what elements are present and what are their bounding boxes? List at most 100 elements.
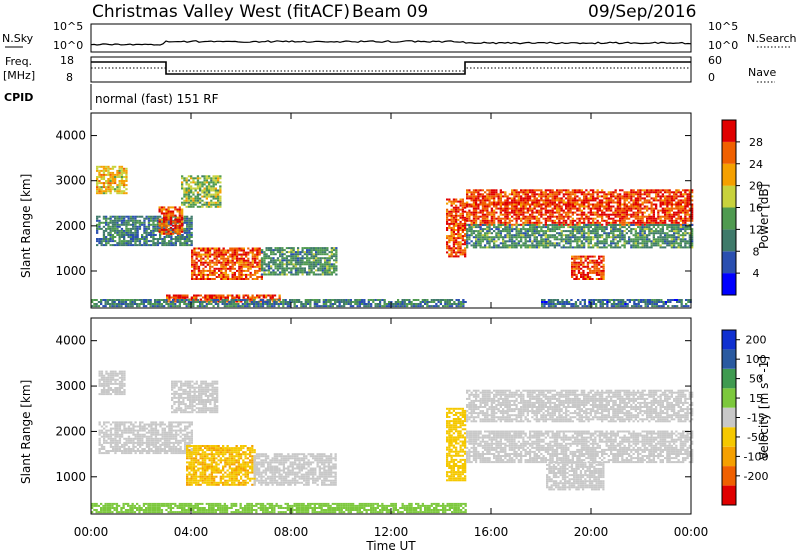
heatmap-cell [616, 201, 619, 204]
heatmap-cell [655, 228, 658, 231]
heatmap-cell [506, 221, 509, 224]
heatmap-cell [299, 257, 302, 260]
heatmap-cell [262, 305, 265, 308]
heatmap-cell [105, 229, 108, 232]
heatmap-cell [531, 242, 534, 245]
heatmap-cell [515, 244, 518, 247]
heatmap-cell [493, 236, 496, 239]
heatmap-cell [132, 223, 135, 226]
heatmap-cell [118, 180, 121, 182]
heatmap-cell [204, 261, 207, 264]
heatmap-cell [428, 301, 431, 303]
heatmap-cell [583, 201, 586, 204]
heatmap-cell [174, 222, 177, 225]
heatmap-cell [623, 213, 626, 216]
heatmap-cell [567, 205, 570, 208]
heatmap-cell [603, 238, 606, 241]
heatmap-cell [515, 234, 518, 237]
heatmap-cell [661, 221, 664, 224]
heatmap-cell [502, 246, 505, 249]
heatmap-cell [621, 195, 624, 198]
heatmap-cell [533, 217, 536, 220]
heatmap-cell [576, 246, 579, 249]
heatmap-cell [540, 228, 543, 231]
heatmap-cell [490, 197, 493, 200]
heatmap-cell [652, 219, 655, 222]
heatmap-cell [241, 299, 244, 301]
heatmap-cell [143, 244, 146, 247]
heatmap-cell [270, 267, 273, 270]
heatmap-cell [256, 251, 259, 254]
heatmap-cell [446, 208, 449, 211]
heatmap-cell [214, 301, 217, 303]
heatmap-cell [202, 253, 205, 256]
heatmap-cell [526, 228, 529, 231]
heatmap-cell [648, 234, 651, 237]
freq-series-line [91, 61, 691, 75]
heatmap-cell [531, 213, 534, 216]
heatmap-cell [163, 224, 166, 227]
heatmap-cell [190, 242, 193, 245]
heatmap-cell [526, 211, 529, 214]
heatmap-cell [576, 223, 579, 226]
heatmap-cell [284, 303, 287, 305]
heatmap-cell [484, 219, 487, 222]
heatmap-cell [222, 249, 225, 252]
heatmap-cell [558, 213, 561, 216]
heatmap-cell [363, 303, 366, 305]
heatmap-cell [461, 210, 464, 213]
heatmap-cell [479, 228, 482, 231]
heatmap-cell [567, 242, 570, 245]
heatmap-cell [675, 193, 678, 196]
heatmap-cell [686, 219, 689, 222]
heatmap-cell [515, 209, 518, 212]
heatmap-cell [576, 201, 579, 204]
heatmap-cell [401, 303, 404, 305]
heatmap-cell [668, 197, 671, 200]
heatmap-cell [605, 228, 608, 231]
heatmap-cell [526, 207, 529, 210]
heatmap-cell [327, 305, 330, 308]
heatmap-cell [233, 267, 236, 270]
heatmap-cell [242, 269, 245, 272]
heatmap-cell [127, 221, 130, 224]
heatmap-cell [625, 199, 628, 202]
heatmap-cell [641, 201, 644, 204]
heatmap-cell [102, 190, 106, 193]
heatmap-cell [181, 222, 184, 225]
heatmap-cell [96, 215, 99, 218]
heatmap-cell [576, 203, 579, 206]
heatmap-cell [105, 236, 108, 238]
heatmap-cell [542, 217, 545, 220]
heatmap-cell [461, 198, 464, 201]
heatmap-cell [594, 213, 597, 216]
heatmap-cell [603, 211, 606, 214]
heatmap-cell [111, 173, 115, 176]
heatmap-cell [601, 201, 604, 204]
heatmap-cell [131, 305, 134, 308]
heatmap-cell [493, 201, 496, 204]
heatmap-cell [666, 224, 669, 226]
heatmap-cell [506, 213, 509, 216]
heatmap-cell [637, 193, 640, 196]
heatmap-cell [468, 224, 471, 226]
heatmap-cell [643, 211, 646, 214]
heatmap-cell [114, 221, 117, 224]
heatmap-cell [282, 303, 285, 305]
heatmap-cell [682, 217, 685, 220]
heatmap-cell [212, 177, 215, 180]
heatmap-cell [668, 242, 671, 245]
heatmap-cell [256, 249, 259, 252]
heatmap-cell [102, 244, 106, 247]
heatmap-cell [632, 199, 635, 202]
heatmap-cell [562, 201, 565, 204]
heatmap-cell [140, 301, 143, 303]
heatmap-cell [538, 224, 541, 226]
heatmap-cell [488, 226, 491, 229]
heatmap-cell [668, 219, 671, 222]
heatmap-cell [116, 215, 119, 218]
heatmap-cell [165, 224, 168, 227]
heatmap-cell [281, 259, 284, 262]
heatmap-cell [111, 225, 115, 228]
heatmap-cell [585, 195, 588, 198]
